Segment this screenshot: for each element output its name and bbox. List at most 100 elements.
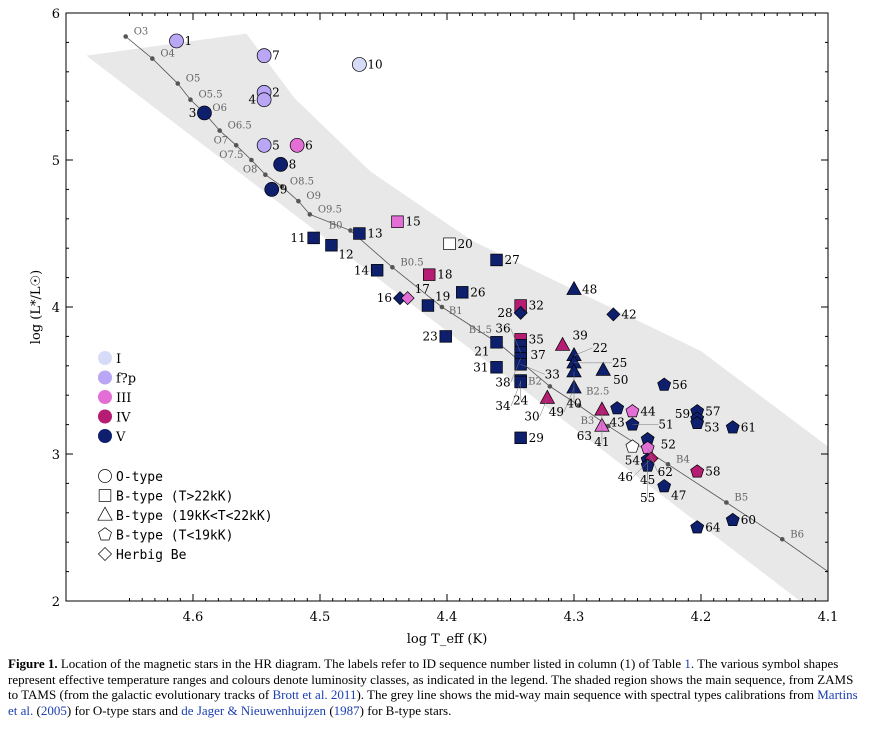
spectral-type-marker [547,384,553,389]
legend-shape-label: B-type (T>22kK) [116,490,233,505]
legend-color-swatch [98,409,112,424]
x-tick-label: 4.3 [564,610,585,625]
star-marker-3 [197,105,212,121]
star-marker-64 [690,520,705,534]
dejager-year-link[interactable]: 1987 [333,702,360,718]
spectral-type-label: O3 [134,27,149,38]
caption-text: . The various symbol shapes represent ef… [8,656,854,702]
table-link[interactable]: 1 [684,656,691,671]
star-label: 31 [473,360,488,374]
star-label: 40 [566,397,581,411]
star-label: 51 [658,418,673,432]
star-label: 62 [658,465,673,479]
brott-citation-link[interactable]: Brott et al. 2011 [272,687,357,702]
star-marker-47 [657,479,672,493]
star-label: 28 [497,306,512,320]
star-label: 7 [272,49,280,63]
spectral-type-label: B2.5 [586,386,609,397]
spectral-type-marker [307,212,313,217]
star-marker-15 [391,215,404,228]
star-label: 24 [513,394,529,408]
spectral-type-label: O6.5 [228,121,252,132]
spectral-type-label: O7 [214,135,229,146]
spectral-type-marker [390,265,395,270]
star-label: 61 [741,421,756,435]
star-label: 25 [612,356,627,370]
star-label: 29 [529,431,544,445]
label-leader-line [647,448,658,473]
star-marker-58 [690,464,705,478]
spectral-type-label: B1 [449,306,463,317]
star-marker-48 [566,280,582,295]
spectral-type-marker [249,157,254,163]
star-marker-4 [256,92,272,108]
y-tick-label: 6 [52,7,60,22]
label-leader-line [510,381,521,407]
star-label: 39 [572,328,587,342]
label-leader-line [539,398,548,417]
star-label: 19 [435,290,450,304]
star-label: 50 [613,373,628,387]
figure-caption: Figure 1. Location of the magnetic stars… [8,656,866,718]
star-label: 5 [272,138,280,152]
star-label: 56 [672,378,687,392]
star-label: 53 [704,421,719,435]
star-label: 47 [671,488,686,502]
martins-citation-link[interactable]: Martins et al. [8,687,858,718]
star-marker-21 [490,336,503,349]
star-marker-9 [264,182,280,197]
x-axis-label: log T_eff (K) [407,632,488,647]
spectral-type-marker [348,228,353,233]
y-tick-label: 3 [52,448,60,463]
star-label: 27 [505,253,520,267]
legend-color-swatch [98,351,112,365]
x-tick-label: 4.5 [310,610,331,625]
spectral-type-label: B0 [329,221,343,232]
star-marker-17 [400,291,415,306]
star-label: 35 [529,332,544,346]
spectral-type-label: B6 [790,529,804,540]
caption-text: ) for B-type stars. [359,702,452,718]
star-label: 21 [474,344,489,358]
star-label: 30 [524,410,539,424]
star-label: 20 [458,237,473,251]
label-leader-line [520,364,545,375]
legend-color-swatch [98,370,112,385]
legend-shape-label: O-type [116,470,163,485]
star-label: 3 [189,106,197,120]
star-label: 17 [415,282,430,296]
y-tick-label: 5 [52,154,60,169]
star-marker-5 [256,137,272,153]
spectral-type-label: O8 [243,165,258,176]
star-label: 15 [405,215,420,229]
label-leader-line [573,347,593,356]
spectral-type-label: O4 [160,49,175,60]
star-marker-59 [690,415,705,430]
dejager-citation-link[interactable]: de Jager & Nieuwenhuijzen [181,702,327,718]
legend-class-label: III [116,391,131,406]
martins-year-link[interactable]: 2005 [40,702,67,718]
star-marker-28 [513,305,528,320]
star-marker-60 [725,512,740,527]
spectral-type-marker [217,128,222,133]
star-marker-54 [625,439,640,453]
legend-triangle-icon [97,506,113,521]
spectral-type-label: B5 [734,493,748,504]
star-label: 12 [338,247,353,261]
legend-class-label: f?p [116,372,136,387]
spectral-type-marker [779,536,785,542]
x-tick-label: 4.4 [437,610,458,625]
star-marker-23 [439,330,452,343]
label-leader-line [563,387,575,412]
spectral-type-label: B1.5 [469,325,492,336]
star-label: 4 [248,93,256,107]
spectral-type-marker [724,500,729,505]
star-label: 23 [422,329,437,343]
spectral-type-label: B2 [528,376,542,387]
caption-figure-number: Figure 1. [8,656,58,671]
x-tick-label: 4.6 [183,610,204,625]
star-label: 46 [618,470,633,484]
star-marker-14 [370,264,384,277]
spectral-type-marker [576,403,582,408]
star-label: 41 [594,435,609,449]
